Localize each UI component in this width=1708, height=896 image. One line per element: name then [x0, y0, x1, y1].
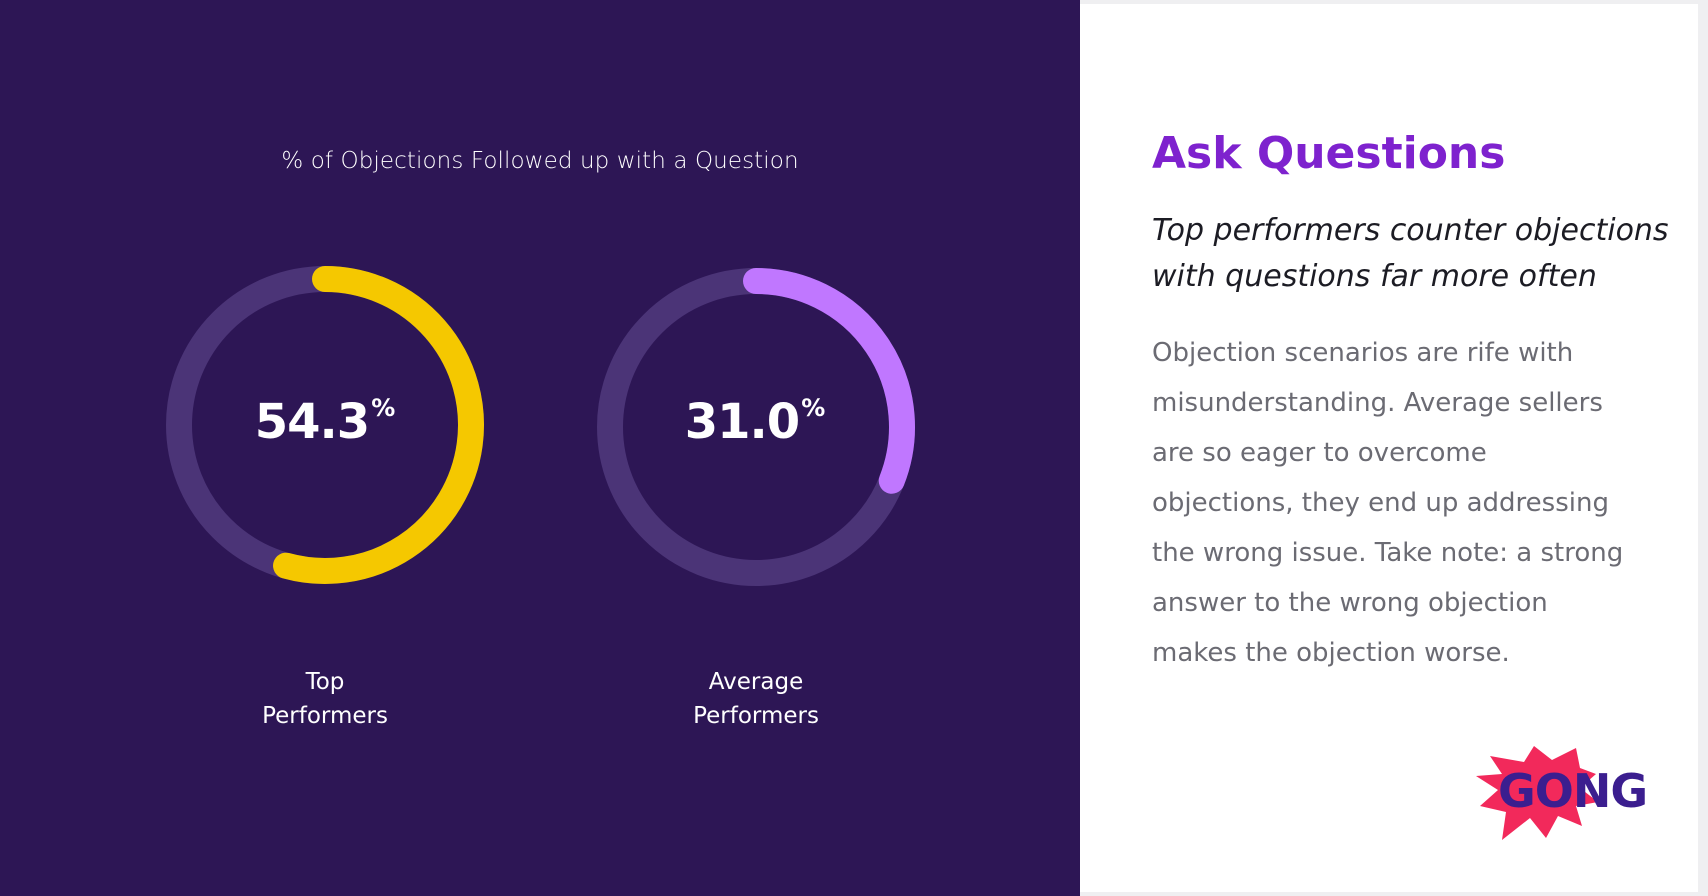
series-label-top-performers: Top Performers: [262, 669, 388, 729]
section-heading: Ask Questions: [1152, 128, 1506, 179]
value-number: 54.3: [254, 394, 370, 450]
value-unit: %: [801, 394, 826, 422]
donut-value-average-performers: 31.0%: [595, 394, 915, 450]
chart-title: % of Objections Followed up with a Quest…: [281, 148, 799, 174]
donut-value-top-performers: 54.3%: [165, 394, 485, 450]
section-body: Objection scenarios are rife with misund…: [1152, 338, 1624, 668]
gong-logo-text: GONG: [1498, 764, 1648, 818]
donut-charts: [166, 266, 915, 586]
gong-logo-burst: [1476, 746, 1598, 840]
value-number: 31.0: [684, 394, 800, 450]
logo-burst-shape: [1476, 746, 1598, 840]
text-panel: [1080, 4, 1698, 892]
value-unit: %: [371, 394, 396, 422]
donut-arc-top-performers: [273, 266, 484, 584]
series-label-average-performers: Average Performers: [693, 669, 819, 729]
donut-arc-average-performers: [743, 268, 915, 494]
section-subheading: Top performers counter objections with q…: [1152, 213, 1669, 294]
